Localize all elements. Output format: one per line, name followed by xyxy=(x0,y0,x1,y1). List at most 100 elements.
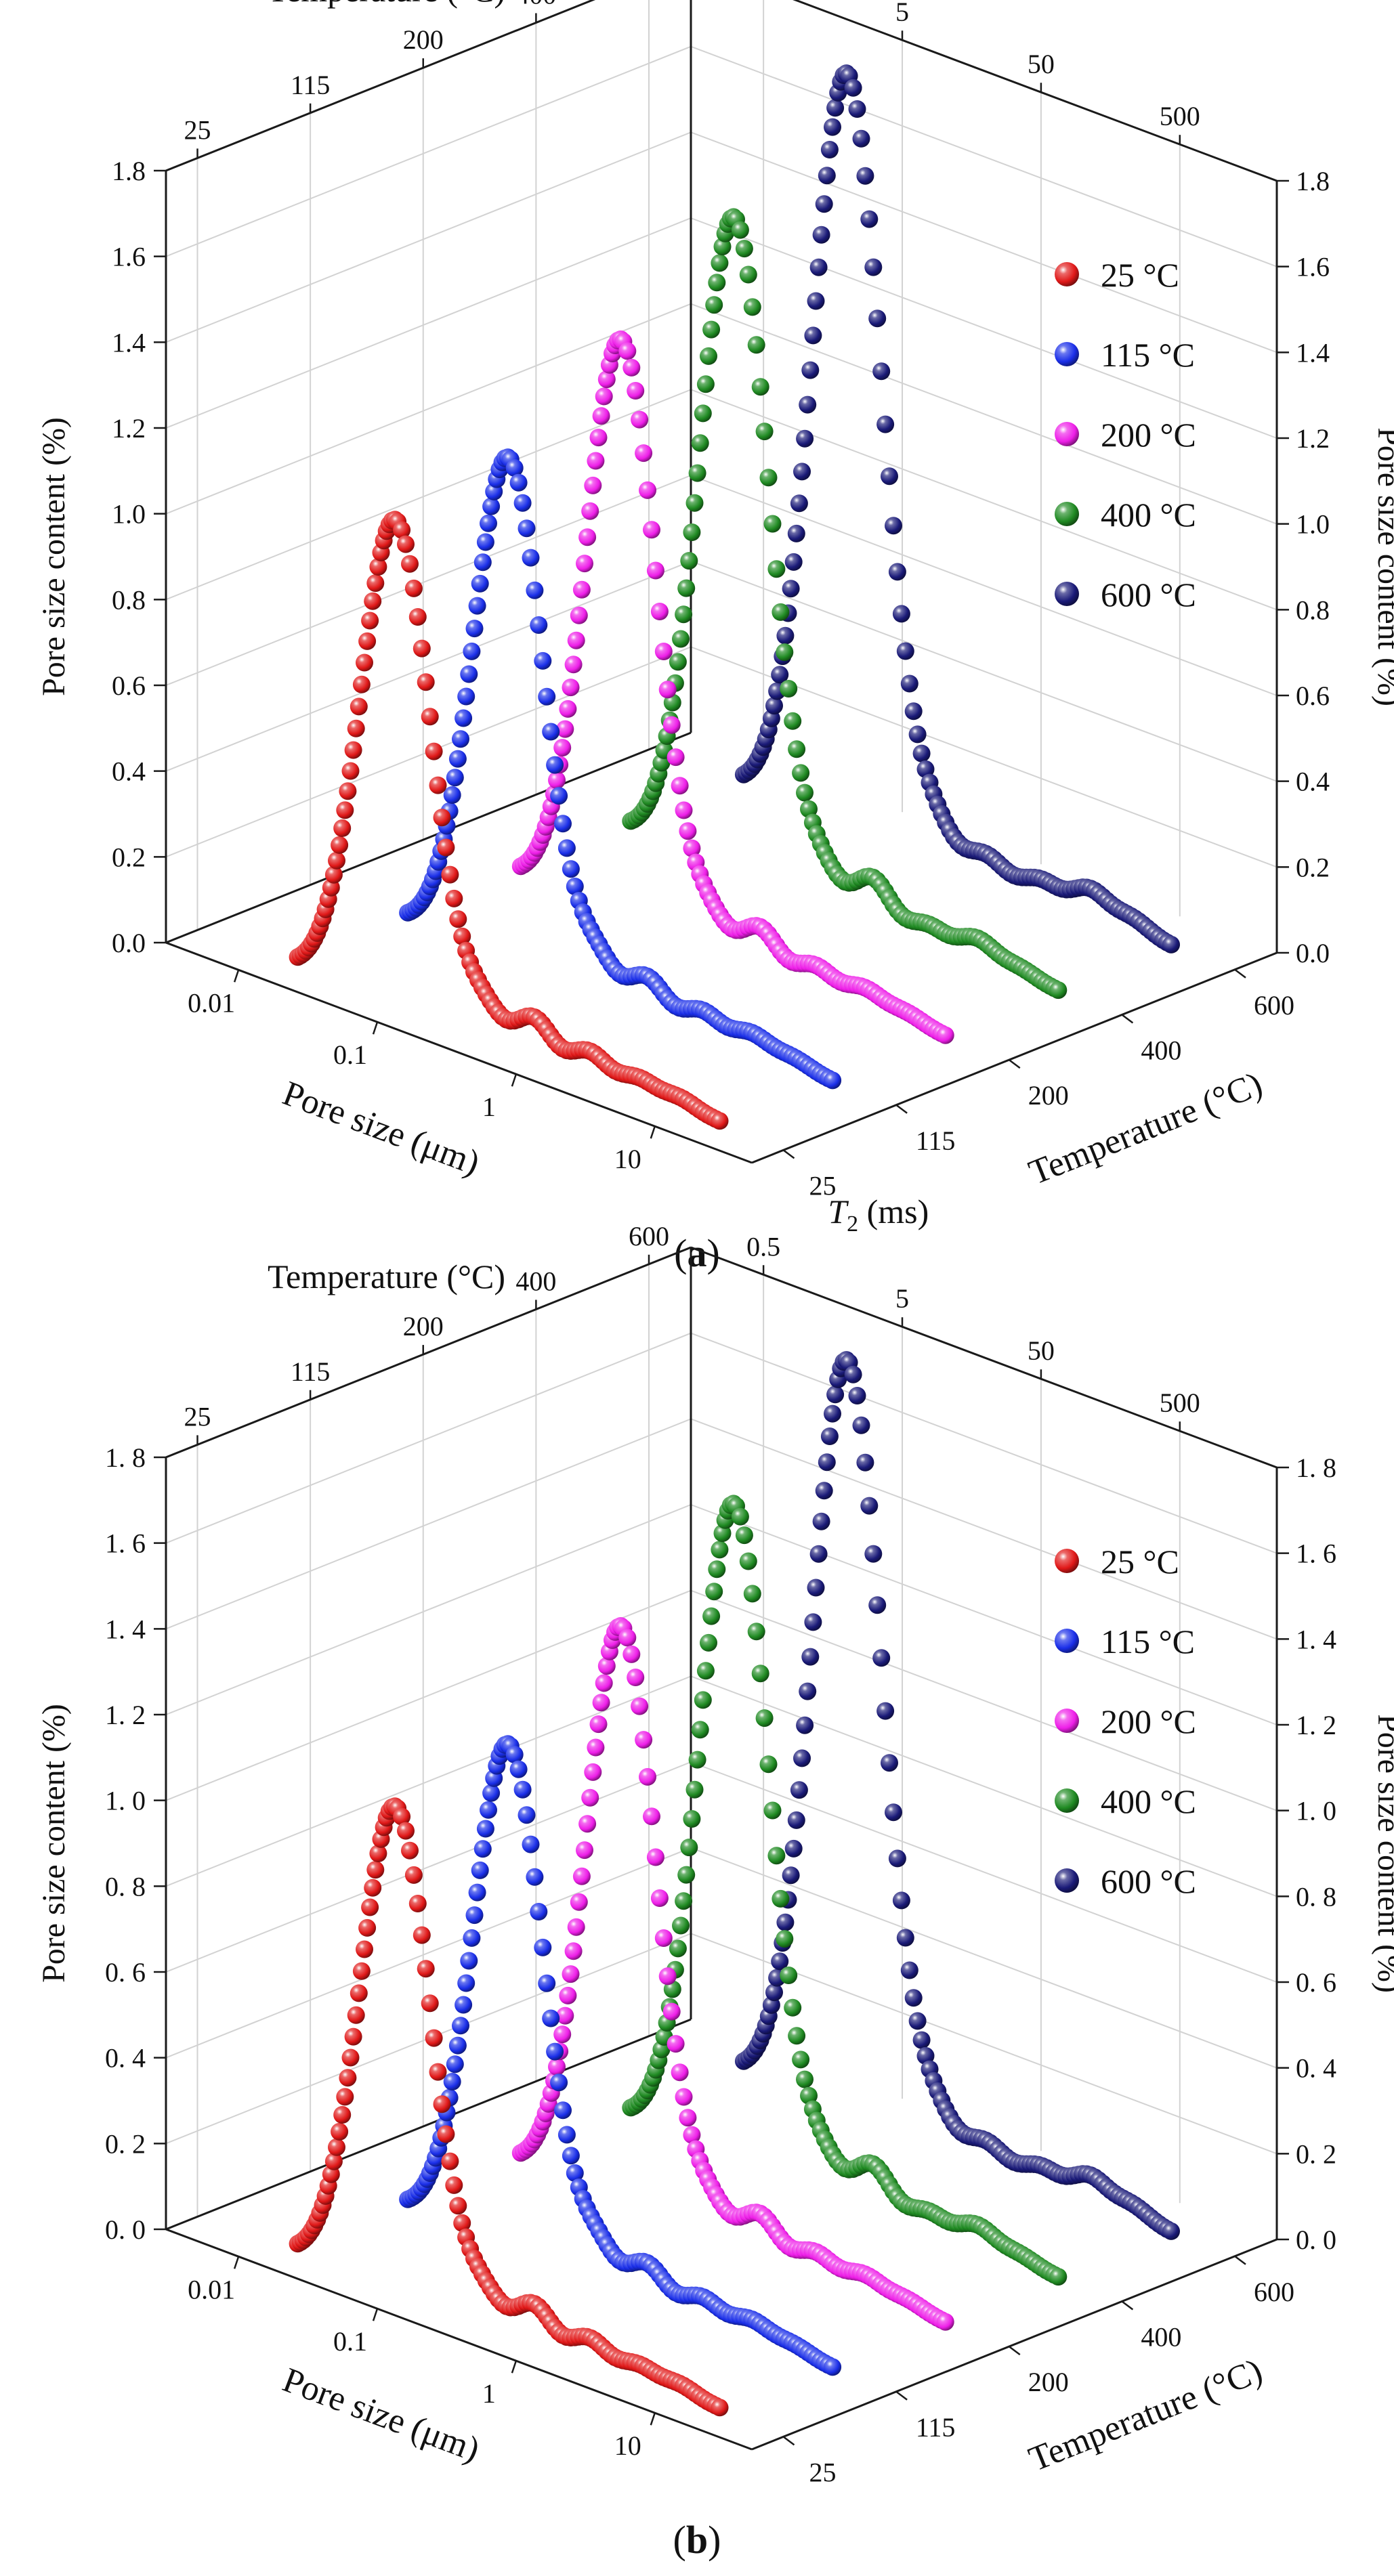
data-point xyxy=(881,467,898,486)
data-point xyxy=(534,651,552,670)
data-point xyxy=(685,494,704,512)
pore-tick-label: 1 xyxy=(482,2378,496,2409)
pore-tick xyxy=(372,2308,379,2321)
data-point xyxy=(393,1807,411,1826)
data-point xyxy=(592,407,610,425)
series-400 °C xyxy=(622,1495,1068,2286)
data-point xyxy=(683,523,701,541)
z-tick-label-right: 1. 4 xyxy=(1296,1624,1336,1654)
temperature-tick xyxy=(1234,968,1246,979)
data-point xyxy=(711,254,729,272)
z-tick-label: 0. 0 xyxy=(105,2214,146,2245)
grid-line xyxy=(690,1504,1277,1725)
data-point xyxy=(562,1965,580,1983)
data-point xyxy=(876,1702,895,1720)
data-point xyxy=(331,836,349,854)
grid-line xyxy=(690,1418,1277,1640)
data-point xyxy=(872,362,891,381)
z-tick-label-right: 0.8 xyxy=(1296,595,1330,625)
axis-edge xyxy=(165,2228,753,2451)
data-point xyxy=(446,2055,464,2074)
legend-marker xyxy=(1055,1709,1079,1733)
data-point xyxy=(796,429,814,448)
data-point xyxy=(912,2031,931,2049)
data-point xyxy=(799,1682,817,1700)
data-point xyxy=(747,336,765,354)
top-temperature-tick-label: 600 xyxy=(629,1221,669,1251)
data-point xyxy=(572,1867,591,1885)
data-point xyxy=(826,99,845,117)
data-point xyxy=(453,2214,471,2232)
data-point xyxy=(864,258,883,276)
pore-tick-label: 0.01 xyxy=(188,2274,235,2304)
data-point xyxy=(404,1866,423,1884)
data-point xyxy=(339,782,357,800)
temperature-tick xyxy=(1009,1059,1021,1069)
data-point xyxy=(513,494,532,512)
data-point xyxy=(807,1579,825,1597)
grid-line xyxy=(165,1418,692,1630)
data-point xyxy=(350,1984,368,2002)
data-point xyxy=(433,809,451,827)
data-point xyxy=(576,1841,593,1860)
data-point xyxy=(896,1929,914,1947)
data-point xyxy=(800,800,818,818)
data-point xyxy=(324,2152,343,2170)
temperature-tick-label: 115 xyxy=(916,1125,956,1156)
data-point xyxy=(900,1961,918,1979)
t2-tick-label: 50 xyxy=(1028,49,1055,79)
data-point xyxy=(453,927,471,945)
z-tick-label-right: 0. 6 xyxy=(1296,1967,1336,1998)
data-point xyxy=(559,1986,577,2004)
data-point xyxy=(639,1767,656,1786)
data-point xyxy=(809,1545,828,1563)
z-tick-label: 1.8 xyxy=(112,156,146,186)
data-point xyxy=(546,2042,564,2061)
pore-tick xyxy=(650,2412,656,2426)
data-point xyxy=(767,560,786,578)
data-point xyxy=(627,382,645,400)
legend-marker xyxy=(1055,342,1079,366)
data-point xyxy=(679,2109,697,2127)
data-point xyxy=(800,2086,818,2105)
t2-tick-label: 5 xyxy=(895,1283,909,1314)
data-point xyxy=(708,274,726,292)
data-point xyxy=(553,2025,572,2044)
data-point xyxy=(562,860,580,878)
temperature-tick-label: 200 xyxy=(1028,2367,1069,2397)
data-point xyxy=(739,1552,757,1570)
z-tick-label-right: 1. 6 xyxy=(1296,1539,1336,1569)
temperature-tick xyxy=(1234,2255,1246,2265)
data-point xyxy=(820,1427,839,1445)
data-point xyxy=(366,574,385,593)
data-point xyxy=(688,1751,706,1769)
top-temperature-tick-label: 400 xyxy=(515,0,556,9)
data-point xyxy=(711,2399,729,2417)
data-point xyxy=(408,608,427,626)
data-point xyxy=(341,2048,360,2067)
data-point xyxy=(844,1365,862,1383)
pore-tick xyxy=(650,1125,656,1139)
data-point xyxy=(818,1453,836,1472)
data-point xyxy=(708,1560,726,1579)
data-point xyxy=(584,476,602,494)
data-point xyxy=(1162,2222,1180,2240)
data-point xyxy=(784,712,802,730)
data-point xyxy=(460,665,478,683)
data-point xyxy=(799,395,817,414)
z-tick-label: 1. 8 xyxy=(105,1442,146,1473)
axis-edge xyxy=(165,941,753,1164)
data-point xyxy=(672,1916,690,1935)
data-point xyxy=(848,1387,866,1404)
data-point xyxy=(526,581,544,599)
data-point xyxy=(755,423,774,441)
data-point xyxy=(522,549,540,567)
z-tick-label: 0.0 xyxy=(112,928,146,958)
data-point xyxy=(352,1962,371,1980)
grid-line xyxy=(165,1761,692,1973)
series-115 °C xyxy=(399,448,842,1090)
data-point xyxy=(885,517,902,535)
z-tick-label: 1.4 xyxy=(112,327,146,358)
data-point xyxy=(820,141,839,158)
z-tick-label: 1.2 xyxy=(112,413,146,444)
